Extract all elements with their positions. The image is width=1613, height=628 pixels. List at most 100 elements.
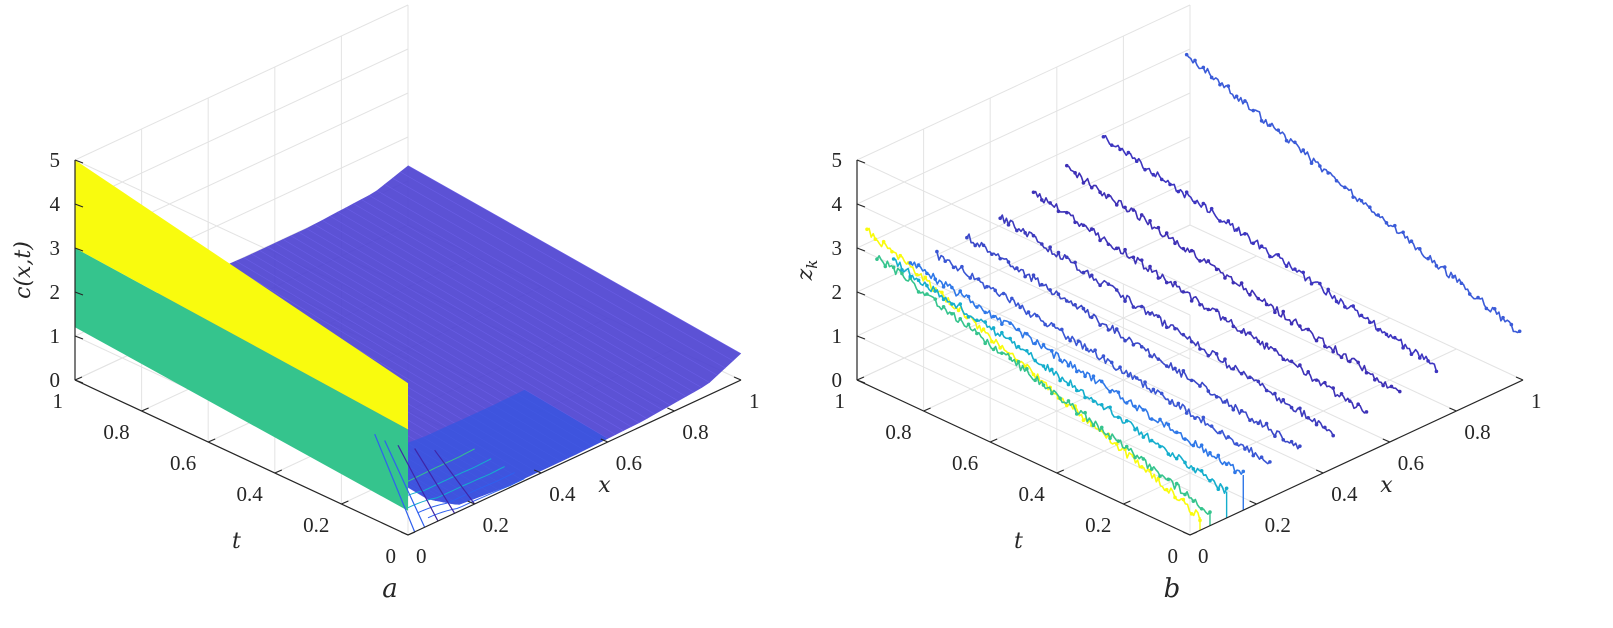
series-8-point	[1081, 223, 1086, 228]
series-3-point	[1083, 395, 1087, 400]
series-2-point	[1099, 425, 1104, 430]
series-6-point	[1156, 357, 1161, 361]
series-9-point	[1131, 208, 1136, 212]
series-7-point	[1239, 371, 1244, 376]
series-3-point	[1074, 388, 1079, 393]
t-tick	[856, 376, 865, 381]
series-4-point	[933, 277, 938, 281]
series-10-point	[1143, 167, 1147, 172]
z-tick-label: 0	[832, 368, 843, 392]
z-tick	[856, 291, 866, 296]
series-9-point	[1164, 231, 1169, 235]
series-5-point	[943, 259, 948, 264]
series-1-point	[915, 272, 919, 277]
series-5-point	[951, 265, 956, 270]
t-tick	[1123, 500, 1131, 505]
series-10-point	[1259, 244, 1264, 249]
t-tick-label: 0.2	[303, 513, 329, 537]
series-4-point	[1149, 417, 1154, 421]
series-7-point	[1256, 379, 1261, 384]
series-5-point	[1068, 338, 1072, 343]
series-3-point	[1158, 444, 1162, 449]
series-11-point	[1384, 221, 1389, 225]
series-7-point	[1031, 233, 1036, 238]
series-8-point	[1281, 357, 1286, 362]
t-axis-line	[856, 379, 1191, 536]
z-tick	[74, 159, 84, 164]
series-5-point	[1259, 455, 1264, 460]
series-4-point	[1074, 369, 1079, 374]
series-3-point	[1133, 427, 1137, 432]
series-2-point	[925, 292, 929, 296]
series-9-point	[1098, 190, 1102, 195]
series-4-point	[1216, 453, 1221, 458]
series-1-point	[881, 239, 886, 244]
series-7-point	[1131, 305, 1136, 309]
t-tick	[74, 376, 83, 381]
series-2-point	[1174, 481, 1179, 486]
grid-line-floor	[1056, 317, 1391, 474]
series-10-point	[1417, 356, 1422, 360]
series-11-point	[1351, 195, 1355, 199]
series-11-point	[1442, 265, 1447, 269]
series-4-point	[1133, 404, 1137, 409]
series-2-point	[1191, 499, 1196, 503]
x-tick-label: 0.6	[1398, 451, 1424, 475]
x-axis-line	[1189, 379, 1524, 536]
x-tick-label: 0.8	[1464, 420, 1490, 444]
series-4-point	[1091, 374, 1096, 378]
series-4-point	[1041, 343, 1046, 347]
z-tick	[74, 379, 84, 384]
series-5-point	[1243, 447, 1247, 451]
series-2-point	[1133, 455, 1137, 460]
grid-line-floor	[989, 286, 1324, 443]
series-5-point	[1101, 354, 1106, 358]
series-8-point	[1031, 190, 1036, 195]
series-7-point	[1306, 416, 1311, 420]
surface-drop-line	[434, 449, 476, 505]
series-10-point	[1376, 328, 1380, 332]
series-2-point	[1016, 359, 1021, 364]
series-10-point	[1434, 369, 1439, 374]
series-11-point	[1309, 161, 1314, 165]
series-10-point	[1168, 182, 1172, 187]
surface-mesh-line	[337, 211, 671, 406]
series-6-point	[1081, 306, 1086, 311]
series-4-line	[909, 261, 1244, 475]
series-3-point	[1166, 452, 1171, 456]
surface-transient-curve	[427, 478, 525, 519]
series-9-point	[1306, 327, 1311, 332]
series-9-point	[1114, 203, 1119, 207]
z-tick-label: 1	[50, 324, 61, 348]
series-11-point	[1509, 322, 1514, 327]
series-4-point	[1174, 430, 1179, 435]
series-3-point	[1091, 399, 1096, 403]
series-4-point	[1208, 451, 1212, 455]
series-3-point	[933, 289, 938, 293]
series-11-point	[1451, 275, 1455, 279]
series-10-point	[1218, 219, 1222, 223]
z-tick	[74, 335, 84, 340]
series-8-point	[1056, 209, 1061, 214]
x-tick	[1249, 500, 1257, 505]
series-8-point	[1339, 391, 1344, 396]
series-2-point	[1124, 444, 1129, 449]
series-6-point	[981, 243, 986, 248]
series-1-point	[1198, 518, 1202, 523]
series-11-point	[1409, 239, 1414, 243]
series-8-point	[1198, 302, 1202, 307]
series-2-point	[1033, 378, 1037, 383]
series-7-point	[1081, 270, 1086, 275]
x-tick	[1315, 469, 1324, 474]
series-7-point	[1331, 433, 1335, 438]
z-tick-label: 3	[50, 236, 61, 260]
series-8-point	[1206, 307, 1211, 312]
series-1-point	[865, 227, 869, 232]
series-8-point	[1223, 316, 1227, 321]
series-1-point	[956, 308, 961, 313]
surface-transient-curve	[394, 458, 492, 502]
series-4-point	[983, 310, 988, 315]
series-2-point	[1158, 474, 1162, 478]
series-4-point	[1033, 341, 1037, 346]
series-6-point	[1264, 421, 1269, 426]
